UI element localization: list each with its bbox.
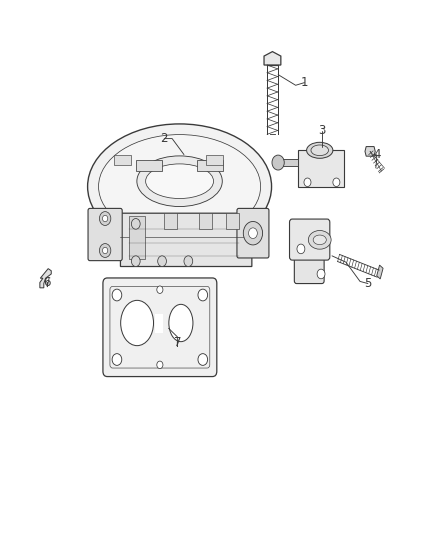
Ellipse shape <box>99 134 261 239</box>
Polygon shape <box>264 52 281 65</box>
Circle shape <box>99 244 111 257</box>
Polygon shape <box>40 269 51 288</box>
FancyBboxPatch shape <box>294 253 324 284</box>
FancyBboxPatch shape <box>88 208 122 261</box>
Polygon shape <box>377 265 383 279</box>
Circle shape <box>157 361 163 369</box>
Ellipse shape <box>313 235 326 245</box>
Circle shape <box>333 178 340 187</box>
Ellipse shape <box>145 164 213 198</box>
Polygon shape <box>206 155 223 165</box>
Text: 6: 6 <box>43 276 51 289</box>
Text: 7: 7 <box>173 336 181 349</box>
Polygon shape <box>226 213 239 229</box>
Polygon shape <box>129 216 145 259</box>
Polygon shape <box>197 160 223 171</box>
Circle shape <box>112 354 122 366</box>
Circle shape <box>198 354 208 366</box>
Text: 3: 3 <box>318 124 325 137</box>
Polygon shape <box>298 150 344 187</box>
Ellipse shape <box>88 124 272 249</box>
FancyBboxPatch shape <box>103 278 217 376</box>
Text: 5: 5 <box>364 277 371 290</box>
FancyBboxPatch shape <box>290 219 330 260</box>
FancyBboxPatch shape <box>237 208 269 258</box>
Circle shape <box>131 219 140 229</box>
Circle shape <box>272 155 284 170</box>
Circle shape <box>102 247 108 254</box>
Circle shape <box>304 178 311 187</box>
Circle shape <box>198 289 208 301</box>
Ellipse shape <box>307 142 333 158</box>
Polygon shape <box>155 314 163 333</box>
Polygon shape <box>136 160 162 171</box>
Polygon shape <box>120 213 252 266</box>
Circle shape <box>112 289 122 301</box>
Circle shape <box>248 228 257 239</box>
Text: 4: 4 <box>373 148 381 161</box>
Circle shape <box>184 256 193 266</box>
Circle shape <box>157 286 163 293</box>
Circle shape <box>297 244 305 254</box>
Polygon shape <box>199 213 212 229</box>
Ellipse shape <box>308 230 331 249</box>
Polygon shape <box>114 155 131 165</box>
Circle shape <box>243 222 262 245</box>
Polygon shape <box>365 147 375 156</box>
Circle shape <box>317 269 325 279</box>
Ellipse shape <box>120 301 153 345</box>
Ellipse shape <box>311 145 328 156</box>
Polygon shape <box>278 159 298 166</box>
Circle shape <box>102 215 108 222</box>
Circle shape <box>99 212 111 225</box>
Text: 2: 2 <box>160 132 168 145</box>
Polygon shape <box>164 213 177 229</box>
Circle shape <box>158 256 166 266</box>
Ellipse shape <box>169 304 193 342</box>
Ellipse shape <box>137 156 222 206</box>
Text: 1: 1 <box>300 76 308 89</box>
Circle shape <box>131 256 140 266</box>
